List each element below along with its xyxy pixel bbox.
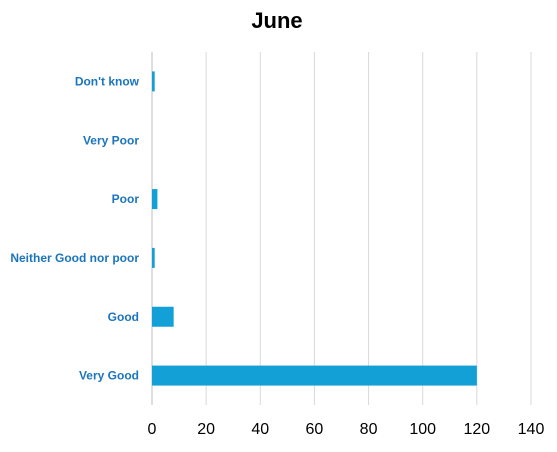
bar xyxy=(152,189,158,210)
x-tick-label: 100 xyxy=(409,421,436,438)
category-label: Poor xyxy=(112,192,140,206)
bars xyxy=(152,71,477,386)
bar xyxy=(152,71,155,92)
x-tick-label: 120 xyxy=(464,421,491,438)
gridlines xyxy=(151,52,532,405)
chart-title: June xyxy=(251,8,302,33)
x-tick-labels: 0 20 40 60 80 100 120 140 xyxy=(148,421,545,438)
x-tick-label: 0 xyxy=(148,421,157,438)
x-tick-label: 80 xyxy=(360,421,378,438)
x-tick-label: 60 xyxy=(306,421,324,438)
x-tick-label: 20 xyxy=(197,421,215,438)
category-labels: Don't know Very Poor Poor Neither Good nor … xyxy=(10,74,139,382)
category-label: Very Poor xyxy=(83,133,139,147)
category-label: Don't know xyxy=(75,74,140,88)
category-label: Good xyxy=(108,310,139,324)
x-tick-label: 40 xyxy=(251,421,269,438)
category-label: Very Good xyxy=(79,369,139,383)
category-label: Neither Good nor poor xyxy=(10,251,139,265)
bar xyxy=(152,247,155,268)
bar xyxy=(152,306,174,327)
bar xyxy=(152,365,477,386)
x-tick-label: 140 xyxy=(518,421,545,438)
